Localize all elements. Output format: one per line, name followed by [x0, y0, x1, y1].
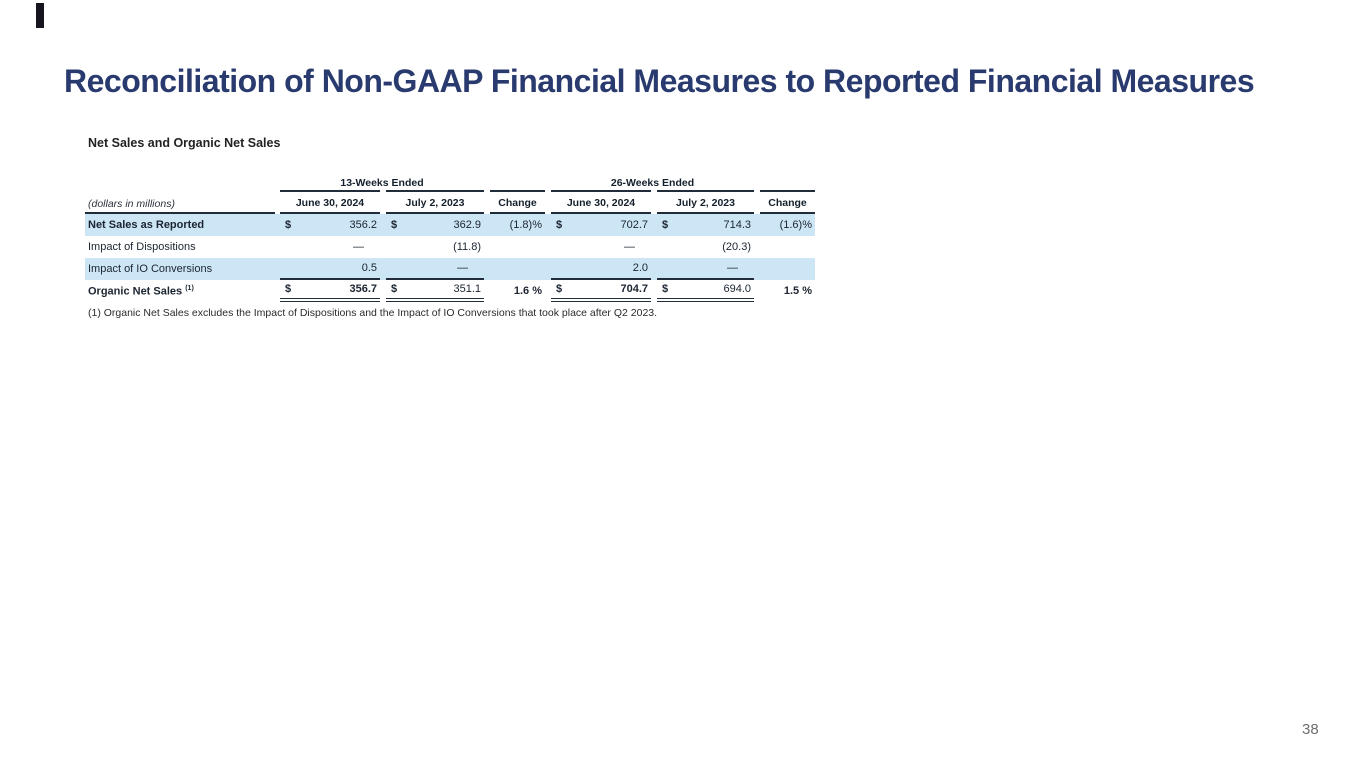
dollar-sign: $ — [556, 283, 563, 295]
row-label: Impact of Dispositions — [88, 241, 196, 253]
value-cell — [760, 258, 815, 280]
value-cell — [490, 236, 545, 258]
group-underline — [490, 188, 545, 192]
table-footnote: (1) Organic Net Sales excludes the Impac… — [88, 307, 658, 319]
cell-value: 702.7 — [620, 219, 648, 231]
table-row: Net Sales as Reported $356.2 $362.9 (1.8)% $… — [85, 214, 815, 236]
cell-value: 356.7 — [349, 283, 377, 295]
value-cell: — — [657, 258, 754, 280]
cell-value: (11.8) — [453, 241, 481, 253]
cell-value: 362.9 — [453, 219, 481, 231]
dollar-sign: $ — [662, 219, 669, 231]
dollar-sign: $ — [556, 219, 563, 231]
cell-value: 0.5 — [361, 262, 377, 274]
column-header-13wk-change: Change — [490, 197, 545, 214]
column-header-13wk-2023: July 2, 2023 — [386, 197, 484, 214]
units-label: (dollars in millions) — [85, 198, 275, 214]
value-cell — [490, 258, 545, 280]
column-header-26wk-2024: June 30, 2024 — [551, 197, 651, 214]
value-cell: $356.7 — [280, 280, 380, 302]
cell-value: 1.6 % — [513, 285, 542, 297]
cell-value: — — [727, 262, 738, 274]
row-label: Impact of IO Conversions — [88, 263, 213, 275]
value-cell: $362.9 — [386, 214, 484, 236]
cell-value: (1.6)% — [779, 219, 812, 231]
table-group-header-row: 13-Weeks Ended 26-Weeks Ended — [85, 175, 815, 192]
cell-value: 2.0 — [632, 262, 648, 274]
dollar-sign: $ — [391, 219, 398, 231]
value-cell: (1.6)% — [760, 214, 815, 236]
cell-value: — — [457, 262, 468, 274]
cell-value: 356.2 — [349, 219, 377, 231]
column-header-26wk-change: Change — [760, 197, 815, 214]
value-cell: $356.2 — [280, 214, 380, 236]
column-header-13wk-2024: June 30, 2024 — [280, 197, 380, 214]
dollar-sign: $ — [285, 219, 292, 231]
cell-value: 704.7 — [620, 283, 648, 295]
cell-value: (1.8)% — [509, 219, 542, 231]
table-row: Organic Net Sales (1) $356.7 $351.1 1.6 % $7… — [85, 280, 815, 302]
cell-value: 694.0 — [723, 283, 751, 295]
table-row: Impact of IO Conversions 0.5 — 2.0 — — [85, 258, 815, 280]
group-underline — [760, 188, 815, 192]
value-cell: (1.8)% — [490, 214, 545, 236]
page-number: 38 — [1302, 721, 1319, 738]
dollar-sign: $ — [662, 283, 669, 295]
value-cell: (11.8) — [386, 236, 484, 258]
value-cell: (20.3) — [657, 236, 754, 258]
cell-value: 351.1 — [453, 283, 481, 295]
cell-value: 1.5 % — [783, 285, 812, 297]
value-cell — [760, 236, 815, 258]
value-cell: 2.0 — [551, 258, 651, 280]
page-title: Reconciliation of Non-GAAP Financial Mea… — [64, 63, 1255, 99]
table-body: Net Sales as Reported $356.2 $362.9 (1.8)% $… — [85, 214, 815, 302]
value-cell: $351.1 — [386, 280, 484, 302]
value-cell: — — [280, 236, 380, 258]
value-cell: — — [386, 258, 484, 280]
group-underline — [386, 188, 484, 192]
table-row: Impact of Dispositions — (11.8) — (20.3) — [85, 236, 815, 258]
cell-value: (20.3) — [722, 241, 751, 253]
value-cell: $702.7 — [551, 214, 651, 236]
cell-value: 714.3 — [723, 219, 751, 231]
value-cell: $704.7 — [551, 280, 651, 302]
value-cell: — — [551, 236, 651, 258]
value-cell: 1.6 % — [490, 280, 545, 302]
table-heading: Net Sales and Organic Net Sales — [88, 136, 281, 150]
row-label: Net Sales as Reported — [88, 219, 205, 231]
value-cell: 0.5 — [280, 258, 380, 280]
value-cell: 1.5 % — [760, 280, 815, 302]
table-column-header-row: (dollars in millions) June 30, 2024 July… — [85, 192, 815, 214]
group-underline — [280, 188, 380, 192]
group-underline — [657, 188, 754, 192]
dollar-sign: $ — [391, 283, 398, 295]
column-header-26wk-2023: July 2, 2023 — [657, 197, 754, 214]
group-underline — [551, 188, 651, 192]
value-cell: $694.0 — [657, 280, 754, 302]
corner-accent-bar — [36, 3, 44, 28]
row-label: Organic Net Sales (1) — [88, 284, 194, 298]
cell-value: — — [624, 241, 635, 253]
group-header-26-weeks: 26-Weeks Ended — [610, 177, 695, 189]
value-cell: $714.3 — [657, 214, 754, 236]
cell-value: — — [353, 241, 364, 253]
dollar-sign: $ — [285, 283, 292, 295]
net-sales-reconciliation-table: Net Sales and Organic Net Sales 13-Weeks… — [85, 136, 815, 319]
group-header-13-weeks: 13-Weeks Ended — [340, 177, 424, 189]
